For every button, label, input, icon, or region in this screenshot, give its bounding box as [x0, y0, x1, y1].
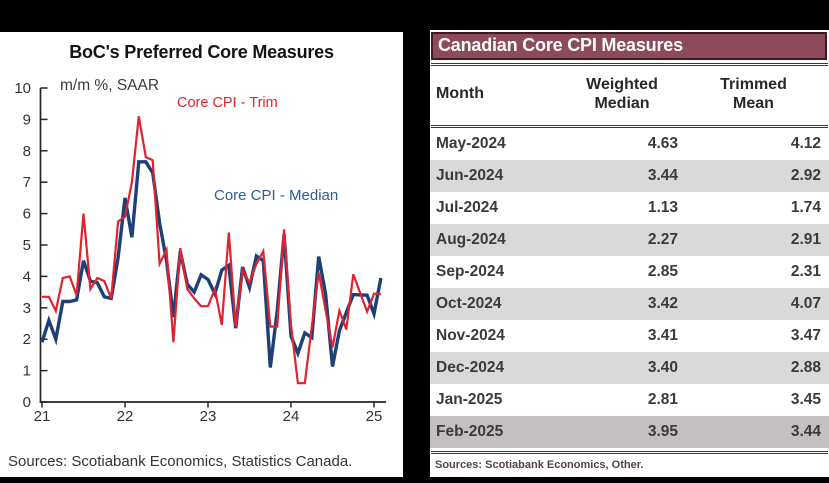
y-tick-label: 7 [23, 174, 31, 191]
y-tick-label: 9 [23, 111, 31, 128]
x-tick-label: 22 [117, 408, 134, 425]
header-top-rule [431, 63, 828, 66]
cell-month: Jun-2024 [436, 167, 504, 184]
column-header-trimmed-mean: Trimmed Mean [720, 76, 787, 112]
cell-weighted-median: 2.27 [647, 231, 678, 248]
table-row: Aug-2024 2.27 2.91 [430, 224, 829, 256]
cell-month: Aug-2024 [436, 231, 506, 248]
cell-month: Nov-2024 [436, 327, 505, 344]
y-axis-unit-label: m/m %, SAAR [60, 77, 160, 94]
cell-trimmed-mean: 2.92 [790, 167, 821, 184]
x-tick-label: 23 [200, 408, 217, 425]
cell-weighted-median: 2.85 [647, 263, 678, 280]
cell-month: Feb-2025 [436, 423, 504, 440]
median-series-label: Core CPI - Median [214, 187, 339, 204]
column-header-month: Month [436, 85, 484, 102]
y-tick-label: 5 [23, 237, 31, 254]
cell-weighted-median: 3.41 [647, 327, 678, 344]
y-tick-label: 10 [14, 80, 31, 97]
y-tick-label: 6 [23, 206, 31, 223]
table-header-row: Month Weighted Median Trimmed Mean [430, 66, 829, 122]
table-body: May-2024 4.63 4.12 Jun-2024 3.44 2.92 Jul-2024… [430, 128, 829, 448]
y-tick-label: 0 [23, 394, 31, 411]
cell-trimmed-mean: 4.12 [790, 135, 821, 152]
cell-weighted-median: 3.44 [647, 167, 678, 184]
cell-month: Oct-2024 [436, 295, 502, 312]
cell-trimmed-mean: 3.45 [790, 391, 821, 408]
cell-trimmed-mean: 2.91 [790, 231, 821, 248]
x-tick-label: 25 [366, 408, 383, 425]
column-header-weighted-median: Weighted Median [586, 76, 658, 112]
cell-month: Sep-2024 [436, 263, 505, 280]
y-tick-label: 1 [23, 363, 31, 380]
cell-trimmed-mean: 3.44 [790, 423, 821, 440]
cell-trimmed-mean: 2.31 [790, 263, 821, 280]
y-tick-label: 2 [23, 331, 31, 348]
table-row: Jul-2024 1.13 1.74 [430, 192, 829, 224]
cell-trimmed-mean: 3.47 [790, 327, 821, 344]
header-bottom-rule [431, 125, 828, 128]
table-row: Dec-2024 3.40 2.88 [430, 352, 829, 384]
table-row: Oct-2024 3.42 4.07 [430, 288, 829, 320]
table-title: Canadian Core CPI Measures [431, 32, 827, 60]
table-source-note: Sources: Scotiabank Economics, Other. [435, 459, 644, 471]
cell-month: Jul-2024 [436, 199, 499, 216]
cell-trimmed-mean: 1.74 [790, 199, 821, 216]
table-row: Sep-2024 2.85 2.31 [430, 256, 829, 288]
table-row: Feb-2025 3.95 3.44 [430, 416, 829, 448]
table-bottom-rule [431, 451, 828, 454]
table-row: Jan-2025 2.81 3.45 [430, 384, 829, 416]
chart-source-note: Sources: Scotiabank Economics, Statistic… [8, 453, 353, 470]
y-tick-label: 3 [23, 300, 31, 317]
cell-weighted-median: 2.81 [647, 391, 678, 408]
cell-trimmed-mean: 4.07 [790, 295, 821, 312]
table-row: May-2024 4.63 4.12 [430, 128, 829, 160]
y-tick-label: 4 [23, 268, 31, 285]
trim-series-label: Core CPI - Trim [177, 95, 278, 111]
cell-weighted-median: 3.95 [647, 423, 678, 440]
cell-month: Jan-2025 [436, 391, 503, 408]
x-tick-label: 21 [34, 408, 51, 425]
cell-month: Dec-2024 [436, 359, 505, 376]
cell-month: May-2024 [436, 135, 506, 152]
cell-weighted-median: 1.13 [647, 199, 678, 216]
chart-title: BoC's Preferred Core Measures [69, 42, 334, 62]
x-tick-label: 24 [283, 408, 300, 425]
cell-trimmed-mean: 2.88 [790, 359, 821, 376]
cell-weighted-median: 4.63 [647, 135, 678, 152]
cell-weighted-median: 3.40 [647, 359, 678, 376]
table-row: Jun-2024 3.44 2.92 [430, 160, 829, 192]
table-row: Nov-2024 3.41 3.47 [430, 320, 829, 352]
cell-weighted-median: 3.42 [647, 295, 678, 312]
median-line [40, 160, 383, 368]
trim-line [42, 116, 381, 385]
y-tick-label: 8 [23, 143, 31, 160]
table-panel: Canadian Core CPI Measures Month Weighte… [430, 30, 829, 477]
